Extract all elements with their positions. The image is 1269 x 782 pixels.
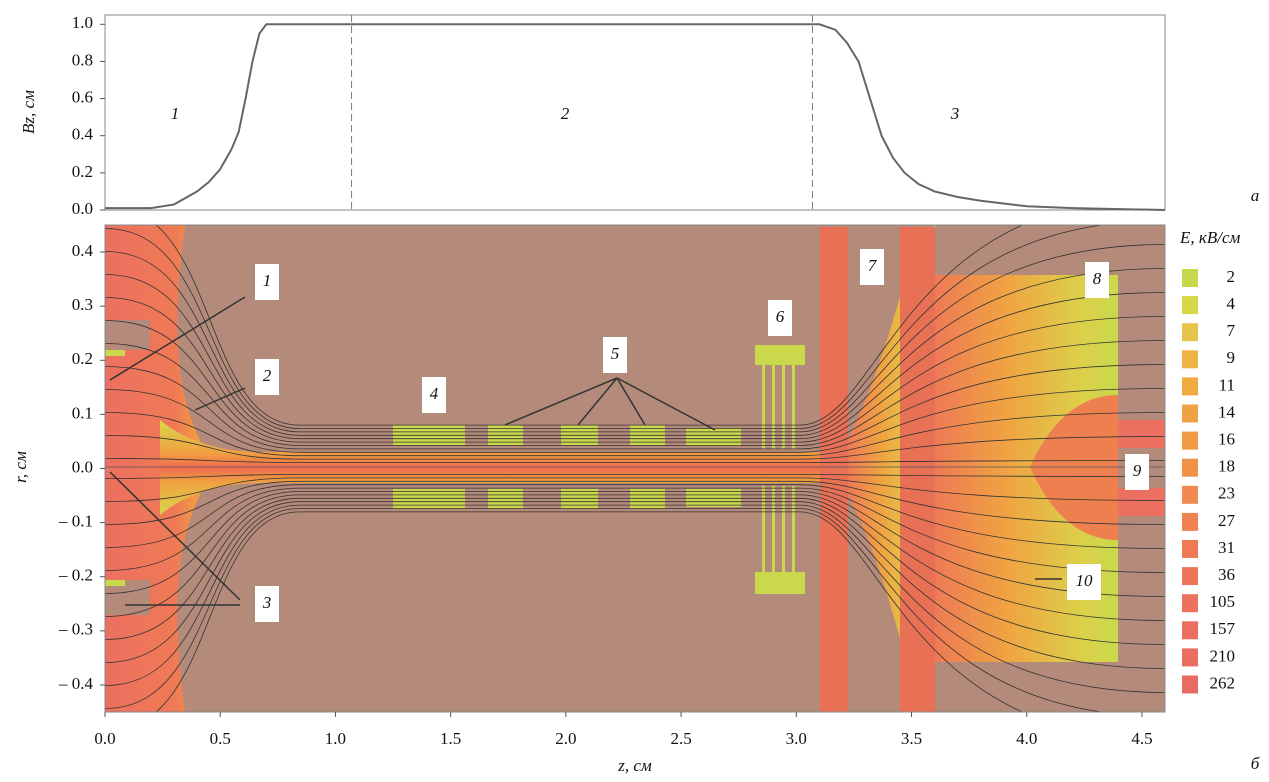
legend-swatch <box>1182 432 1198 450</box>
y-tick-label: 0.1 <box>72 403 93 422</box>
annotation: 4 <box>430 384 439 403</box>
y-tick-label: 0.3 <box>72 295 93 314</box>
y-tick-label: 1.0 <box>72 13 93 32</box>
legend-label: 14 <box>1218 402 1236 421</box>
legend-swatch <box>1182 486 1198 504</box>
legend-label: 27 <box>1218 511 1236 530</box>
legend-swatch <box>1182 621 1198 639</box>
x-tick-label: 2.0 <box>555 729 576 748</box>
legend-label: 105 <box>1210 592 1236 611</box>
region-label: 3 <box>950 104 960 123</box>
region-label: 2 <box>561 104 570 123</box>
x-tick-label: 0.5 <box>210 729 231 748</box>
legend-swatch <box>1182 567 1198 585</box>
y-axis-label: r, см <box>11 451 30 483</box>
y-tick-label: 0.4 <box>72 125 94 144</box>
x-tick-label: 1.0 <box>325 729 346 748</box>
top-panel <box>105 15 1165 210</box>
legend-swatch <box>1182 648 1198 666</box>
y-tick-label: – 0.3 <box>58 620 93 639</box>
bz-curve <box>105 24 1165 210</box>
figure: 0.00.20.40.60.81.0123Bz, сма– 0.4– 0.3– … <box>0 0 1269 777</box>
legend-label: 2 <box>1227 267 1236 286</box>
x-tick-label: 4.5 <box>1131 729 1152 748</box>
legend-label: 4 <box>1227 294 1236 313</box>
electrode-9 <box>1118 420 1165 448</box>
electrode-9 <box>1118 488 1165 516</box>
panel-label: б <box>1251 754 1260 773</box>
electrode-7 <box>820 227 848 712</box>
annotation: 6 <box>776 307 785 326</box>
legend-swatch <box>1182 350 1198 368</box>
legend-swatch <box>1182 540 1198 558</box>
top-frame <box>105 15 1165 210</box>
y-tick-label: – 0.1 <box>58 512 93 531</box>
legend-label: 262 <box>1210 673 1236 692</box>
x-tick-label: 3.5 <box>901 729 922 748</box>
y-tick-label: – 0.2 <box>58 566 93 585</box>
y-tick-label: 0.0 <box>72 457 93 476</box>
legend-swatch <box>1182 377 1198 395</box>
y-tick-label: – 0.4 <box>58 674 94 693</box>
legend-label: 23 <box>1218 484 1235 503</box>
annotation: 3 <box>262 593 272 612</box>
legend-swatch <box>1182 594 1198 612</box>
annotation: 10 <box>1076 571 1094 590</box>
y-tick-label: 0.0 <box>72 199 93 218</box>
annotation: 1 <box>263 271 272 290</box>
x-tick-label: 2.5 <box>670 729 691 748</box>
legend-swatch <box>1182 676 1198 694</box>
y-tick-label: 0.6 <box>72 87 93 106</box>
y-tick-label: 0.2 <box>72 162 93 181</box>
y-tick-label: 0.4 <box>72 241 94 260</box>
legend-swatch <box>1182 405 1198 423</box>
annotation: 9 <box>1133 461 1142 480</box>
legend-label: 210 <box>1210 646 1236 665</box>
annotation: 8 <box>1093 269 1102 288</box>
anode-bar <box>900 227 935 712</box>
annotation: 5 <box>611 344 620 363</box>
legend-label: 18 <box>1218 457 1235 476</box>
legend-label: 31 <box>1218 538 1235 557</box>
legend-label: 9 <box>1227 348 1236 367</box>
legend-swatch <box>1182 513 1198 531</box>
collector-bottom <box>935 662 1165 712</box>
legend-swatch <box>1182 323 1198 341</box>
x-tick-label: 1.5 <box>440 729 461 748</box>
x-tick-label: 3.0 <box>786 729 807 748</box>
legend-label: 7 <box>1227 321 1236 340</box>
legend-swatch <box>1182 269 1198 287</box>
x-tick-label: 4.0 <box>1016 729 1037 748</box>
legend-swatch <box>1182 296 1198 314</box>
region-label: 1 <box>171 104 180 123</box>
legend-label: 16 <box>1218 430 1235 449</box>
y-tick-label: 0.2 <box>72 349 93 368</box>
collector-top <box>935 225 1165 275</box>
legend-label: 36 <box>1218 565 1235 584</box>
panel-label: а <box>1251 186 1260 205</box>
annotation: 2 <box>263 366 272 385</box>
x-axis-label: z, см <box>617 756 652 775</box>
legend-title: E, кВ/см <box>1179 228 1240 247</box>
y-axis-label: Bz, см <box>19 90 38 134</box>
legend-label: 11 <box>1219 375 1235 394</box>
legend-label: 157 <box>1210 619 1236 638</box>
x-tick-label: 0.0 <box>94 729 115 748</box>
legend-swatch <box>1182 459 1198 477</box>
y-tick-label: 0.8 <box>72 50 93 69</box>
